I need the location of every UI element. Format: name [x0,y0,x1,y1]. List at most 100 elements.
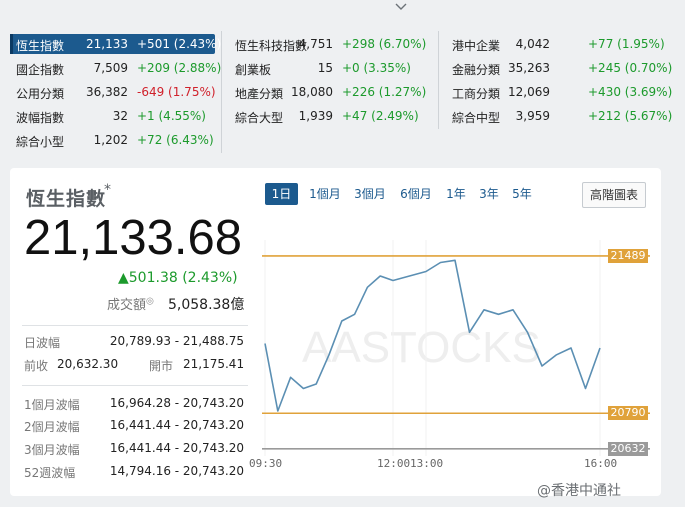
day-range-value: 20,789.93 - 21,488.75 [109,334,244,348]
ticker-name: 恆生指數 [16,39,65,53]
x-axis-label: 13:00 [410,457,444,470]
info-icon[interactable]: ◎ [146,296,154,307]
index-star-mark: * [104,182,111,198]
ticker-price: 1,202 [93,133,128,147]
x-axis-label: 09:30 [249,457,283,470]
selected-indicator [10,34,13,54]
ticker-change: +77 (1.95%) [588,37,665,51]
ticker-change: +501 (2.43%) [137,37,222,51]
column-divider [221,31,222,153]
reference-line-label: 20790 [608,406,648,421]
aastocks-watermark-text: AASTOCKS [302,323,541,372]
three-month-range-value: 16,441.44 - 20,743.20 [109,441,244,455]
x-axis-label: 12:00 [377,457,411,470]
ticker-change: +430 (3.69%) [588,85,673,99]
reference-line-label: 21489 [608,248,648,263]
turnover-value: 5,058.38億 [168,297,245,313]
three-month-range-label: 3個月波幅 [24,443,80,457]
ticker-price: 18,080 [291,85,333,99]
ticker-change: +209 (2.88%) [137,61,222,75]
ticker-name: 恆生科技指數 [235,39,308,53]
tab-5-years[interactable]: 5年 [512,187,532,201]
ticker-name: 地產分類 [235,87,284,101]
ticker-change: -649 (1.75%) [137,85,216,99]
chart-series [264,259,601,412]
tab-1-day[interactable]: 1日 [265,183,298,205]
ticker-name: 綜合中型 [452,111,501,125]
open-label: 開市 [149,359,174,373]
ticker-row[interactable]: 地產分類 18,080 +226 (1.27%) [229,82,434,102]
index-series-line [264,259,601,412]
index-change: ▲501.38 (2.43%) [118,270,238,286]
ticker-price: 4,751 [298,37,333,51]
ticker-change: +212 (5.67%) [588,109,673,123]
two-month-range-label: 2個月波幅 [24,420,80,434]
ticker-change: +1 (4.55%) [137,109,206,123]
ticker-row[interactable]: 恆生科技指數 4,751 +298 (6.70%) [229,34,434,54]
ticker-price: 12,069 [508,85,550,99]
ticker-name: 國企指數 [16,63,65,77]
fifty-two-week-range-label: 52週波幅 [24,466,76,480]
ticker-price: 21,133 [86,37,128,51]
one-month-range-value: 16,964.28 - 20,743.20 [109,396,244,410]
index-panel [10,168,661,496]
reference-lines [262,255,650,450]
open-value: 21,175.41 [183,357,245,371]
collapse-chevron-icon[interactable] [395,3,407,11]
ticker-price: 32 [112,109,128,123]
ticker-change: +72 (6.43%) [137,133,214,147]
ticker-row[interactable]: 恆生指數 21,133 +501 (2.43%) [10,34,221,54]
tab-3-months[interactable]: 3個月 [354,187,386,201]
two-month-range-value: 16,441.44 - 20,743.20 [109,418,244,432]
x-axis-label: 16:00 [584,457,618,470]
reference-line-label: 20632 [608,441,648,456]
intraday-chart: AASTOCKS [262,240,650,456]
day-range-label: 日波幅 [24,336,61,350]
ticker-name: 創業板 [235,63,272,77]
ticker-change: +47 (2.49%) [342,109,419,123]
ticker-price: 4,042 [515,37,550,51]
divider [22,325,248,326]
ticker-row[interactable]: 公用分類 36,382 -649 (1.75%) [10,82,216,102]
ticker-name: 金融分類 [452,63,501,77]
ticker-price: 35,263 [508,61,550,75]
ticker-change: +0 (3.35%) [342,61,411,75]
ticker-price: 36,382 [86,85,128,99]
ticker-row[interactable]: 國企指數 7,509 +209 (2.88%) [10,58,221,78]
ticker-name: 工商分類 [452,87,501,101]
ticker-row[interactable]: 金融分類 35,263 +245 (0.70%) [446,58,673,78]
one-month-range-label: 1個月波幅 [24,398,80,412]
ticker-row[interactable]: 港中企業 4,042 +77 (1.95%) [446,34,671,54]
ticker-name: 公用分類 [16,87,65,101]
ticker-change: +226 (1.27%) [342,85,427,99]
turnover-label-text: 成交額 [107,298,147,313]
aastocks-watermark: AASTOCKS [302,323,541,372]
index-value: 21,133.68 [24,211,242,265]
advanced-chart-button[interactable]: 高階圖表 [582,182,646,208]
ticker-row[interactable]: 波幅指數 32 +1 (4.55%) [10,106,215,126]
index-title: 恆生指數 [26,188,107,210]
ticker-row[interactable]: 創業板 15 +0 (3.35%) [229,58,434,78]
ticker-change: +245 (0.70%) [588,61,673,75]
ticker-row[interactable]: 綜合大型 1,939 +47 (2.49%) [229,106,434,126]
column-divider [438,31,439,129]
page-watermark: @香港中通社 [537,483,621,499]
ticker-name: 綜合大型 [235,111,284,125]
tab-3-years[interactable]: 3年 [479,187,499,201]
tab-6-months[interactable]: 6個月 [400,187,432,201]
divider [22,385,248,386]
fifty-two-week-range-value: 14,794.16 - 20,743.20 [109,464,244,478]
ticker-price: 3,959 [515,109,550,123]
ticker-row[interactable]: 綜合中型 3,959 +212 (5.67%) [446,106,673,126]
ticker-row[interactable]: 綜合小型 1,202 +72 (6.43%) [10,130,215,150]
ticker-price: 7,509 [93,61,128,75]
prev-close-label: 前收 [24,359,49,373]
ticker-name: 港中企業 [452,39,501,53]
tab-1-year[interactable]: 1年 [446,187,466,201]
prev-close-value: 20,632.30 [57,357,119,371]
ticker-price: 1,939 [298,109,333,123]
turnover-label: 成交額◎ [107,294,154,313]
ticker-row[interactable]: 工商分類 12,069 +430 (3.69%) [446,82,673,102]
ticker-price: 15 [317,61,333,75]
tab-1-month[interactable]: 1個月 [309,187,341,201]
